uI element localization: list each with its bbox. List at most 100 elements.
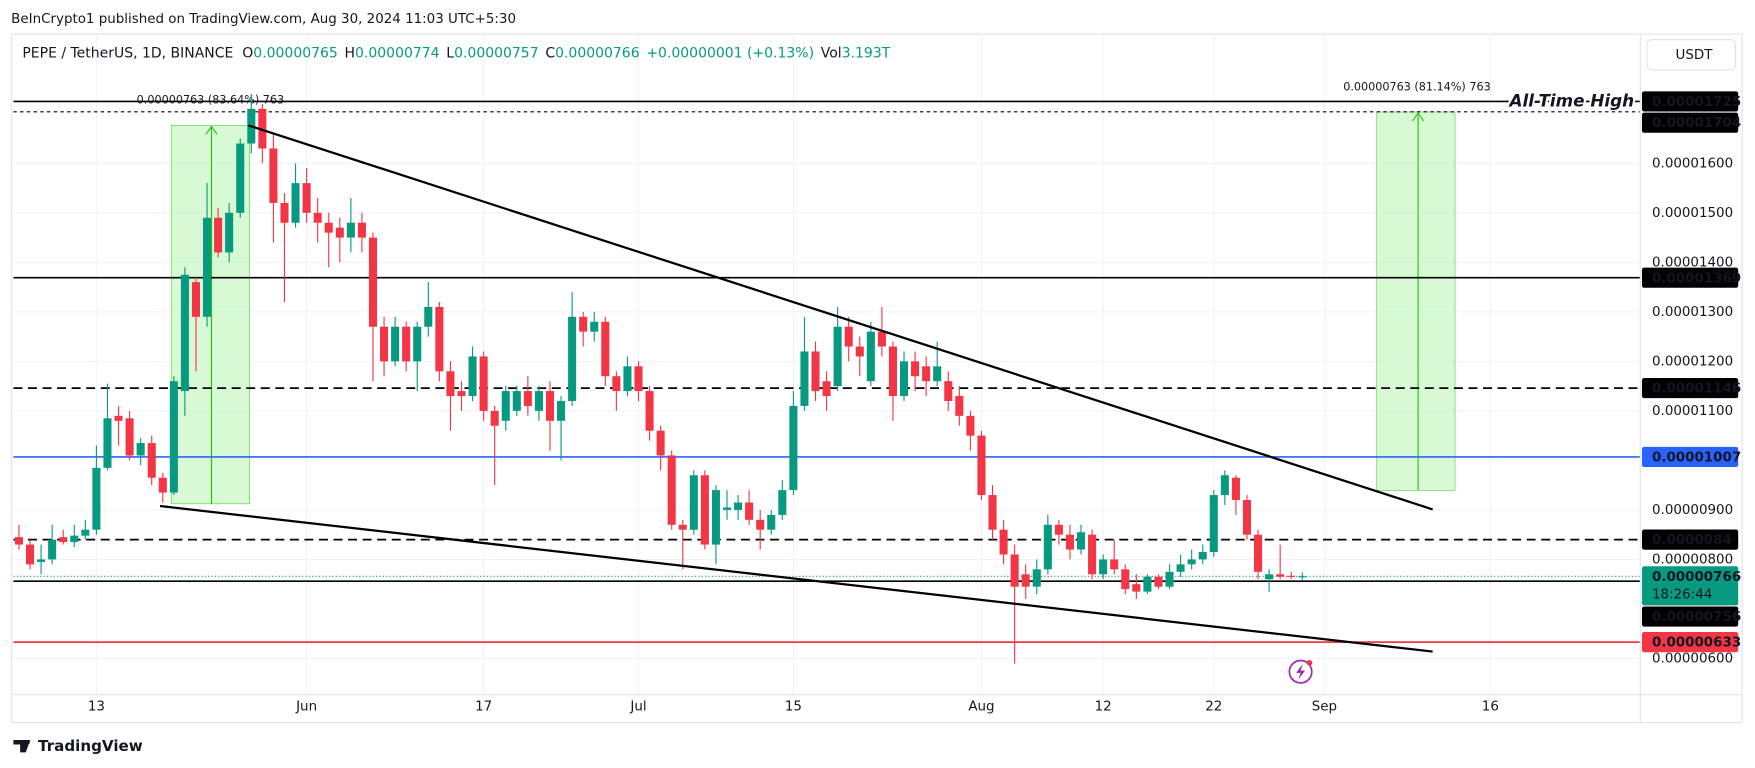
measure-arrowhead [1412, 112, 1425, 122]
candle-body [191, 282, 201, 317]
legend-value: 0.00000765 [253, 46, 338, 62]
candle-body [711, 490, 720, 545]
candle-body [1298, 576, 1307, 578]
candle-body [656, 430, 665, 456]
candle-body [169, 381, 178, 493]
event-icon-bolt [1296, 663, 1306, 680]
candle-body [601, 321, 610, 377]
candle-body [70, 535, 79, 543]
y-tick-label: 0.00000800 [1652, 552, 1733, 567]
candle-body [368, 237, 378, 327]
candle-body [1043, 524, 1052, 570]
candle-body [180, 274, 189, 392]
candle-body [1132, 584, 1141, 592]
candle-body [534, 391, 543, 411]
y-tick-label: 0.00000900 [1652, 503, 1733, 518]
candle-body [25, 544, 35, 565]
candle-body [269, 148, 278, 203]
candle-body [1242, 500, 1252, 535]
legend-label: Vol [821, 46, 842, 62]
candles [14, 93, 1307, 664]
level-note: All-Time High [1507, 90, 1634, 110]
y-tick-label: 0.00001600 [1652, 156, 1733, 171]
level-label: 0.00001725 [1652, 95, 1741, 110]
level-label-box [1641, 529, 1739, 550]
x-tick-label: Aug [968, 699, 994, 714]
candle-body [745, 502, 754, 520]
current-price-label-box [1641, 566, 1739, 606]
candle-body [1021, 574, 1030, 587]
x-tick-label: 17 [475, 699, 492, 714]
candle-body [1198, 552, 1207, 560]
candle-body [446, 371, 455, 397]
chart-frame [11, 33, 1743, 724]
tv-logo-dot [26, 740, 30, 745]
y-tick-label: 0.00001500 [1652, 206, 1733, 221]
level-label-box [1641, 267, 1739, 288]
level-label: 0.00000633 [1652, 636, 1741, 651]
candle-body [413, 326, 422, 362]
candle-body [335, 227, 344, 238]
level-label: 0.00000756 [1652, 610, 1741, 625]
candle-body [988, 495, 997, 530]
level-label: 0.00001369 [1652, 271, 1741, 286]
candle-body [922, 366, 931, 382]
measure-arrowhead [205, 125, 218, 135]
current-price-label: 18:26:44 [1652, 588, 1712, 603]
candle-body [103, 418, 112, 468]
candle-body [590, 321, 599, 332]
candle-body [1265, 574, 1274, 580]
candle-body [203, 217, 212, 317]
candle-body [490, 410, 499, 426]
x-tick-label: Sep [1312, 699, 1337, 714]
candle-body [612, 376, 621, 392]
candle-body [1287, 575, 1296, 577]
candle-body [380, 326, 389, 362]
candle-body [114, 415, 123, 421]
candle-body [767, 514, 776, 530]
candle-body [1209, 495, 1218, 553]
candle-body [391, 326, 400, 362]
candle-body [479, 356, 488, 411]
candle-body [313, 212, 322, 223]
candle-body [1254, 534, 1263, 572]
measure-label: 0.00000763 (81.14%) 763 [1343, 80, 1490, 93]
legend-label: O [242, 46, 253, 62]
legend-value: 0.00000774 [355, 46, 440, 62]
candle-body [545, 391, 555, 421]
x-tick-label: 16 [1482, 699, 1499, 714]
candle-body [911, 361, 920, 377]
x-tick-label: 15 [785, 699, 802, 714]
candle-body [1176, 564, 1185, 572]
candle-body [225, 212, 234, 253]
candle-body [324, 222, 333, 233]
y-tick-label: 0.00000600 [1652, 651, 1733, 666]
candle-body [933, 366, 942, 382]
candle-body [1110, 559, 1119, 570]
level-label-box [1641, 632, 1739, 653]
legend-value: 0.00000757 [454, 46, 539, 62]
candle-body [1231, 477, 1240, 501]
candle-body [822, 381, 831, 397]
level-label-box [1641, 446, 1739, 468]
candle-body [158, 477, 167, 493]
candle-body [667, 455, 676, 525]
trend-line [248, 124, 1433, 511]
candle-body [1099, 559, 1108, 575]
candle-body [678, 524, 687, 530]
candle-body [1154, 576, 1163, 587]
legend-value: 0.00000766 [555, 46, 640, 62]
candle-body [811, 351, 820, 392]
x-tick-label: Jun [295, 699, 317, 714]
currency-button[interactable] [1646, 39, 1736, 71]
legend-value: 3.193T [842, 46, 891, 62]
candle-body [357, 222, 366, 238]
candle-body [1010, 554, 1019, 587]
legend: PEPE / TetherUS, 1D, BINANCE O0.00000765 H… [22, 46, 890, 62]
candle-body [468, 356, 477, 397]
symbol: PEPE / TetherUS, 1D, BINANCE [22, 46, 233, 62]
y-tick-label: 0.00001200 [1652, 354, 1733, 369]
level-label-box [1641, 112, 1739, 133]
y-tick-label: 0.00001400 [1652, 255, 1733, 270]
level-label: 0.00001007 [1652, 450, 1741, 465]
